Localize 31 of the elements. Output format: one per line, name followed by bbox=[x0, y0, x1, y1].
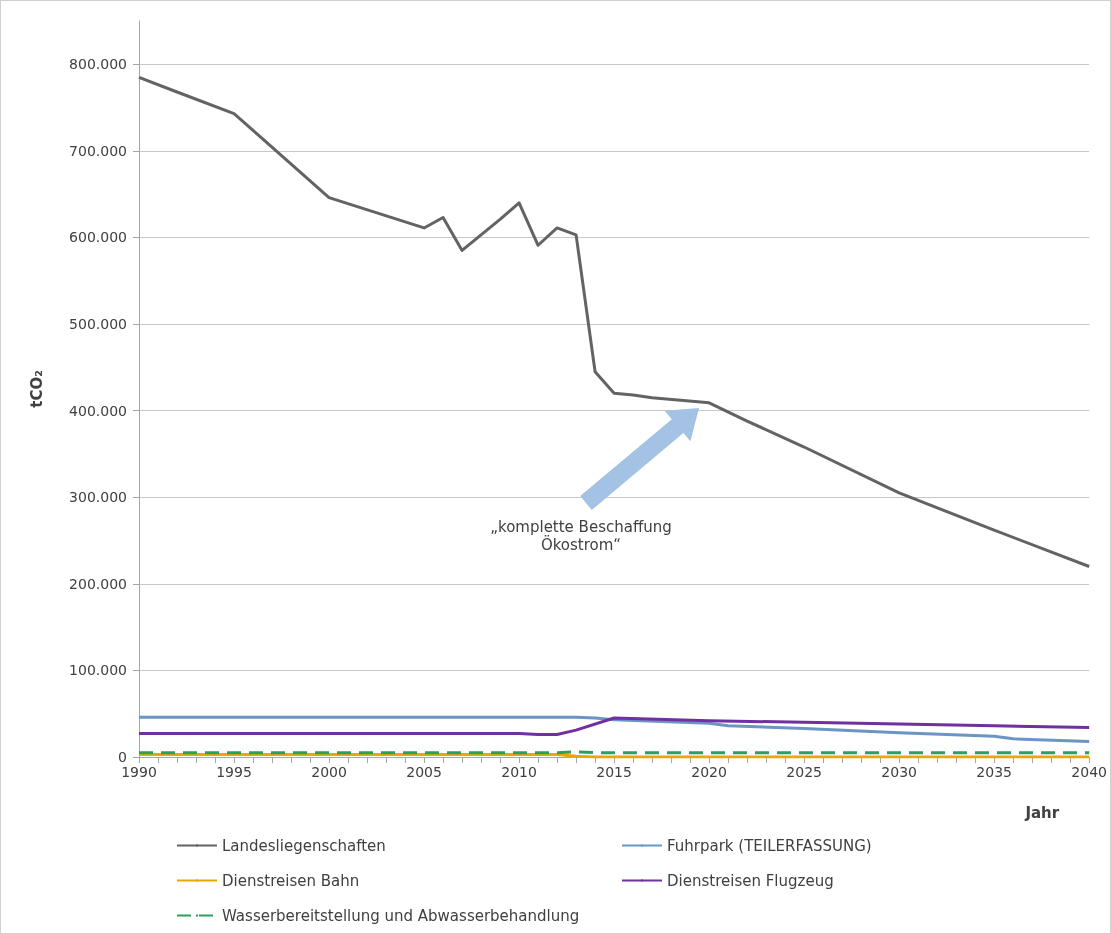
line-series bbox=[137, 716, 1091, 736]
legend-label: Fuhrpark (TEILERFASSUNG) bbox=[667, 836, 872, 855]
x-tick-label: 2025 bbox=[786, 764, 822, 780]
x-tick-label: 2005 bbox=[406, 764, 442, 780]
x-tick-label: 1995 bbox=[216, 764, 252, 780]
x-tick-label: 2030 bbox=[881, 764, 917, 780]
x-tick-label: 2015 bbox=[596, 764, 632, 780]
y-tick-label: 100.000 bbox=[69, 662, 127, 679]
legend-label: Wasserbereitstellung und Abwasserbehandlung bbox=[222, 906, 580, 925]
x-tick-label: 2020 bbox=[691, 764, 727, 780]
line-series bbox=[137, 75, 1091, 569]
x-tick-label: 2040 bbox=[1071, 764, 1108, 780]
y-tick-label: 0 bbox=[118, 749, 127, 765]
y-tick-label: 200.000 bbox=[69, 575, 127, 592]
legend-label: Landesliegenschaften bbox=[222, 836, 386, 855]
y-tick-label: 300.000 bbox=[69, 489, 127, 506]
line-series bbox=[137, 715, 1091, 743]
annotation: „komplette Beschaffung Ökostrom“ bbox=[490, 518, 672, 554]
x-tick-label: 2000 bbox=[311, 764, 347, 780]
x-axis-title: Jahr bbox=[1024, 803, 1060, 822]
legend-label: Dienstreisen Bahn bbox=[222, 871, 360, 890]
y-tick-label: 400.000 bbox=[69, 402, 127, 419]
legend-label: Dienstreisen Flugzeug bbox=[667, 871, 834, 890]
y-tick-label: 800.000 bbox=[69, 56, 127, 73]
x-tick-label: 2035 bbox=[976, 764, 1012, 780]
y-tick-label: 500.000 bbox=[69, 316, 127, 333]
y-tick-label: 600.000 bbox=[69, 229, 127, 246]
x-tick-label: 2010 bbox=[501, 764, 537, 780]
y-axis-title: tCO₂ bbox=[27, 370, 46, 408]
y-tick-label: 700.000 bbox=[69, 142, 127, 159]
x-tick-label: 1990 bbox=[121, 764, 157, 780]
